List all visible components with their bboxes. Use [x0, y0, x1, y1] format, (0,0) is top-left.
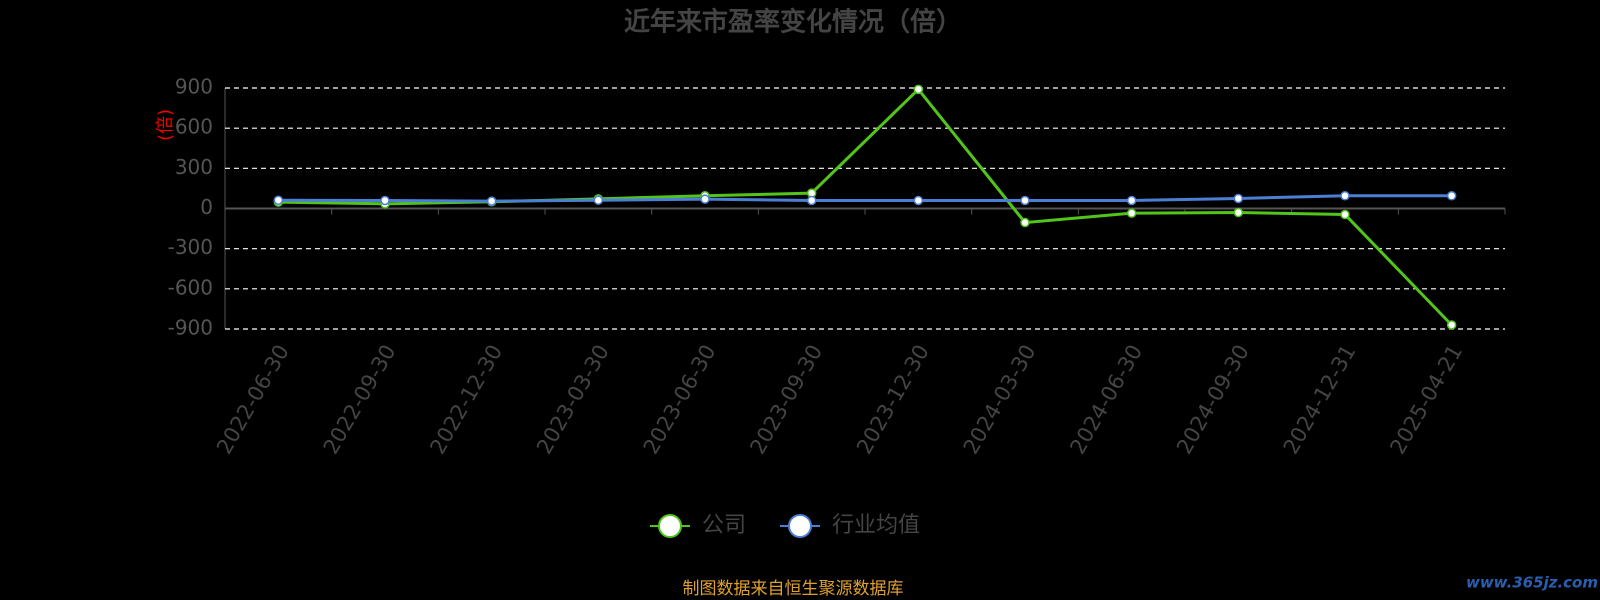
data-point — [700, 194, 710, 204]
data-point — [1233, 193, 1244, 204]
y-tick-label: -600 — [168, 275, 213, 299]
legend-marker — [658, 514, 682, 538]
y-tick-label: -900 — [168, 316, 213, 340]
chart-title: 近年来市盈率变化情况（倍） — [624, 7, 962, 38]
data-point — [1126, 208, 1137, 218]
data-point — [273, 195, 284, 205]
legend-marker — [788, 514, 812, 538]
data-point — [1340, 209, 1350, 220]
data-point — [1233, 207, 1244, 218]
y-tick-label: 300 — [175, 155, 213, 179]
data-point — [593, 195, 604, 205]
data-point — [1446, 320, 1457, 330]
data-point — [913, 195, 924, 206]
legend-label: 行业均值 — [832, 513, 920, 538]
y-tick-label: -300 — [168, 235, 213, 259]
data-point — [380, 195, 390, 206]
y-tick-label: 0 — [200, 195, 213, 219]
data-point — [913, 84, 924, 95]
data-point — [1020, 195, 1030, 206]
y-tick-label: 900 — [175, 75, 213, 99]
y-tick-label: 600 — [175, 115, 213, 139]
data-point — [1126, 195, 1137, 206]
watermark: www.365jz.com — [1466, 574, 1598, 592]
data-point — [1446, 191, 1457, 201]
data-point — [1340, 191, 1350, 201]
source-note: 制图数据来自恒生聚源数据库 — [683, 579, 904, 599]
y-axis-label: (倍) — [155, 109, 176, 141]
data-point — [806, 195, 817, 206]
series-line — [278, 194, 1452, 203]
data-point — [1020, 217, 1030, 228]
legend-label: 公司 — [702, 513, 746, 538]
data-point — [486, 196, 497, 206]
